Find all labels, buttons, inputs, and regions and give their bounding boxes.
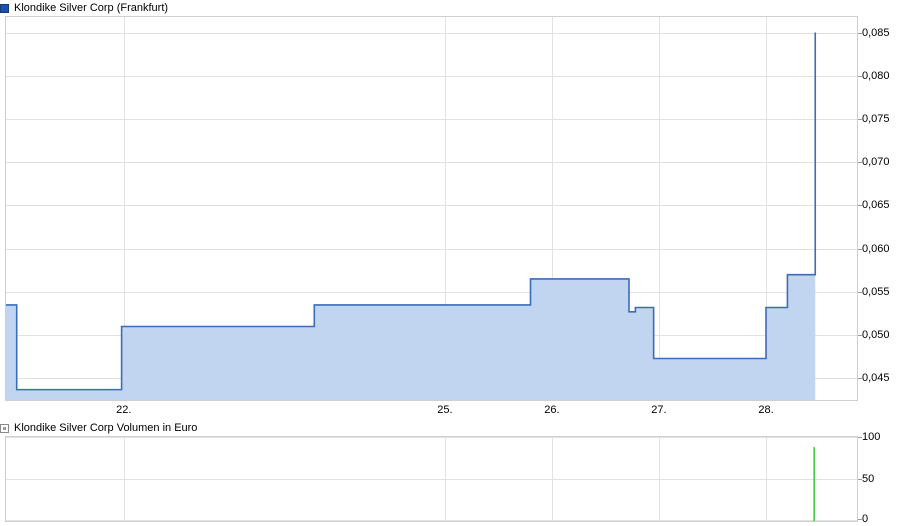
outlined-square-icon <box>0 423 9 433</box>
price-x-tick-label: 28. <box>758 404 774 416</box>
price-y-tick-label: 0,045 <box>862 372 890 384</box>
price-y-tick-label: 0,060 <box>862 243 890 255</box>
price-y-tick-label: 0,085 <box>862 27 890 39</box>
price-y-tick-mark <box>858 33 862 34</box>
volume-gridline-v <box>445 437 446 521</box>
volume-y-tick-mark <box>858 437 862 438</box>
price-gridline-h <box>6 33 857 34</box>
price-y-tick-label: 0,070 <box>862 156 890 168</box>
price-gridline-h <box>6 292 857 293</box>
price-y-tick-label: 0,055 <box>862 286 890 298</box>
price-panel-legend[interactable]: Klondike Silver Corp (Frankfurt) <box>0 1 168 15</box>
price-gridline-v <box>766 17 767 400</box>
price-gridline-h <box>6 249 857 250</box>
price-y-tick-label: 0,065 <box>862 199 890 211</box>
volume-gridline-h <box>6 520 857 521</box>
price-y-tick-mark <box>858 162 862 163</box>
volume-y-tick-label: 100 <box>862 431 881 443</box>
price-line <box>6 32 817 391</box>
volume-panel-title: Klondike Silver Corp Volumen in Euro <box>14 422 198 434</box>
price-gridline-h <box>6 76 857 77</box>
volume-gridline-v <box>124 437 125 521</box>
price-x-tick-label: 27. <box>651 404 667 416</box>
price-y-tick-label: 0,050 <box>862 329 890 341</box>
price-y-tick-mark <box>858 119 862 120</box>
volume-gridline-h <box>6 437 857 438</box>
price-gridline-v <box>552 17 553 400</box>
volume-gridline-v <box>766 437 767 521</box>
volume-y-tick-label: 50 <box>862 473 875 485</box>
price-x-tick-label: 26. <box>544 404 560 416</box>
price-area-series <box>6 32 817 400</box>
price-gridline-v <box>659 17 660 400</box>
price-gridline-h <box>6 119 857 120</box>
filled-square-icon <box>0 3 9 13</box>
volume-gridline-h <box>6 479 857 480</box>
price-y-tick-label: 0,080 <box>862 70 890 82</box>
volume-gridline-v <box>552 437 553 521</box>
price-gridline-v <box>445 17 446 400</box>
volume-y-tick-mark <box>858 479 862 480</box>
volume-bar <box>813 447 815 521</box>
price-gridline-v <box>124 17 125 400</box>
volume-y-tick-mark <box>858 519 862 520</box>
price-y-tick-mark <box>858 205 862 206</box>
price-y-tick-label: 0,075 <box>862 113 890 125</box>
volume-panel-legend[interactable]: Klondike Silver Corp Volumen in Euro <box>0 421 197 435</box>
price-gridline-h <box>6 162 857 163</box>
price-gridline-h <box>6 205 857 206</box>
volume-chart-plot-area[interactable] <box>5 436 858 522</box>
price-y-tick-mark <box>858 76 862 77</box>
volume-bar-series <box>813 447 815 521</box>
price-y-tick-mark <box>858 335 862 336</box>
price-panel-title: Klondike Silver Corp (Frankfurt) <box>14 2 169 14</box>
price-y-tick-mark <box>858 292 862 293</box>
price-y-tick-mark <box>858 249 862 250</box>
volume-gridline-v <box>659 437 660 521</box>
price-area-fill <box>6 32 816 400</box>
price-x-tick-label: 25. <box>437 404 453 416</box>
price-x-tick-label: 22. <box>116 404 132 416</box>
volume-y-tick-label: 0 <box>862 513 869 525</box>
price-y-tick-mark <box>858 378 862 379</box>
price-chart-plot-area[interactable] <box>5 16 858 401</box>
